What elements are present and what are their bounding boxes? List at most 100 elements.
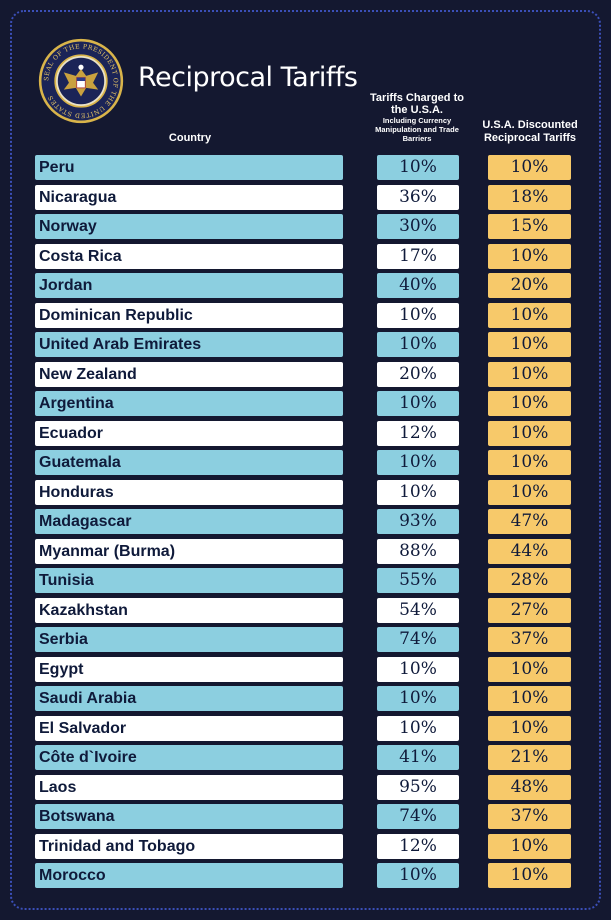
table-row: El Salvador 10% 10% [0, 715, 611, 745]
country-cell: Norway [35, 214, 343, 239]
tariff-charged-cell: 10% [377, 479, 459, 505]
tariff-charged-cell: 74% [377, 804, 459, 829]
country-cell: Madagascar [35, 509, 343, 534]
table-row: Norway 30% 15% [0, 213, 611, 243]
tariff-charged-cell: 10% [377, 332, 459, 357]
table-row: Jordan 40% 20% [0, 272, 611, 302]
tariff-charged-cell: 10% [377, 302, 459, 328]
discounted-tariff-cell: 48% [488, 774, 571, 800]
tariff-charged-cell: 10% [377, 686, 459, 711]
table-row: Tunisia 55% 28% [0, 567, 611, 597]
column-header-tariffs-charged-main: Tariffs Charged to the U.S.A. [370, 92, 464, 116]
table-row: Honduras 10% 10% [0, 479, 611, 509]
column-header-country: Country [168, 132, 212, 144]
tariff-table: Peru 10% 10% Nicaragua 36% 18% Norway 30% 15% Cos… [0, 154, 611, 892]
country-cell: Argentina [35, 391, 343, 416]
table-row: Côte d`Ivoire 41% 21% [0, 744, 611, 774]
column-header-discounted-tariffs: U.S.A. Discounted Reciprocal Tariffs [482, 119, 578, 144]
table-row: New Zealand 20% 10% [0, 361, 611, 391]
discounted-tariff-cell: 10% [488, 155, 571, 180]
country-cell: Serbia [35, 627, 343, 652]
table-row: Peru 10% 10% [0, 154, 611, 184]
discounted-tariff-cell: 28% [488, 568, 571, 593]
table-row: Dominican Republic 10% 10% [0, 302, 611, 332]
discounted-tariff-cell: 10% [488, 479, 571, 505]
tariff-charged-cell: 20% [377, 361, 459, 387]
discounted-tariff-cell: 10% [488, 715, 571, 741]
country-cell: Guatemala [35, 450, 343, 475]
country-cell: Costa Rica [35, 243, 343, 269]
discounted-tariff-cell: 37% [488, 804, 571, 829]
table-row: Trinidad and Tobago 12% 10% [0, 833, 611, 863]
tariff-charged-cell: 74% [377, 627, 459, 652]
country-cell: Saudi Arabia [35, 686, 343, 711]
discounted-tariff-cell: 18% [488, 184, 571, 210]
tariff-charged-cell: 10% [377, 656, 459, 682]
country-cell: Myanmar (Burma) [35, 538, 343, 564]
discounted-tariff-cell: 44% [488, 538, 571, 564]
tariff-charged-cell: 36% [377, 184, 459, 210]
table-row: Guatemala 10% 10% [0, 449, 611, 479]
table-row: Madagascar 93% 47% [0, 508, 611, 538]
discounted-tariff-cell: 37% [488, 627, 571, 652]
table-row: Kazakhstan 54% 27% [0, 597, 611, 627]
country-cell: Egypt [35, 656, 343, 682]
discounted-tariff-cell: 10% [488, 450, 571, 475]
tariff-charged-cell: 30% [377, 214, 459, 239]
country-cell: Tunisia [35, 568, 343, 593]
country-cell: Botswana [35, 804, 343, 829]
discounted-tariff-cell: 10% [488, 243, 571, 269]
page-title: Reciprocal Tariffs [138, 62, 358, 93]
tariff-charged-cell: 40% [377, 273, 459, 298]
table-row: Ecuador 12% 10% [0, 420, 611, 450]
table-row: Botswana 74% 37% [0, 803, 611, 833]
tariff-charged-cell: 93% [377, 509, 459, 534]
country-cell: Nicaragua [35, 184, 343, 210]
tariff-charged-cell: 12% [377, 420, 459, 446]
table-row: Egypt 10% 10% [0, 656, 611, 686]
column-header-tariffs-charged: Tariffs Charged to the U.S.A. Including … [368, 92, 466, 143]
country-cell: Côte d`Ivoire [35, 745, 343, 770]
tariff-charged-cell: 10% [377, 715, 459, 741]
table-row: Nicaragua 36% 18% [0, 184, 611, 214]
country-cell: Trinidad and Tobago [35, 833, 343, 859]
discounted-tariff-cell: 21% [488, 745, 571, 770]
discounted-tariff-cell: 10% [488, 332, 571, 357]
discounted-tariff-cell: 27% [488, 597, 571, 623]
column-header-tariffs-charged-sub: Including Currency Manipulation and Trad… [375, 116, 459, 143]
discounted-tariff-cell: 10% [488, 686, 571, 711]
tariff-charged-cell: 10% [377, 391, 459, 416]
discounted-tariff-cell: 10% [488, 302, 571, 328]
table-row: Saudi Arabia 10% 10% [0, 685, 611, 715]
discounted-tariff-cell: 10% [488, 656, 571, 682]
tariff-charged-cell: 17% [377, 243, 459, 269]
country-cell: Laos [35, 774, 343, 800]
country-cell: El Salvador [35, 715, 343, 741]
tariff-charged-cell: 41% [377, 745, 459, 770]
country-cell: Kazakhstan [35, 597, 343, 623]
discounted-tariff-cell: 20% [488, 273, 571, 298]
country-cell: Peru [35, 155, 343, 180]
dotted-frame [10, 10, 601, 910]
discounted-tariff-cell: 10% [488, 833, 571, 859]
discounted-tariff-cell: 10% [488, 863, 571, 888]
country-cell: New Zealand [35, 361, 343, 387]
table-row: Laos 95% 48% [0, 774, 611, 804]
country-cell: United Arab Emirates [35, 332, 343, 357]
tariff-charged-cell: 88% [377, 538, 459, 564]
discounted-tariff-cell: 10% [488, 361, 571, 387]
discounted-tariff-cell: 47% [488, 509, 571, 534]
tariff-charged-cell: 95% [377, 774, 459, 800]
table-row: Morocco 10% 10% [0, 862, 611, 892]
table-row: Serbia 74% 37% [0, 626, 611, 656]
tariff-charged-cell: 55% [377, 568, 459, 593]
tariff-charged-cell: 10% [377, 863, 459, 888]
discounted-tariff-cell: 10% [488, 391, 571, 416]
table-row: Argentina 10% 10% [0, 390, 611, 420]
tariff-charged-cell: 10% [377, 450, 459, 475]
table-row: Myanmar (Burma) 88% 44% [0, 538, 611, 568]
tariff-charged-cell: 12% [377, 833, 459, 859]
discounted-tariff-cell: 10% [488, 420, 571, 446]
country-cell: Dominican Republic [35, 302, 343, 328]
